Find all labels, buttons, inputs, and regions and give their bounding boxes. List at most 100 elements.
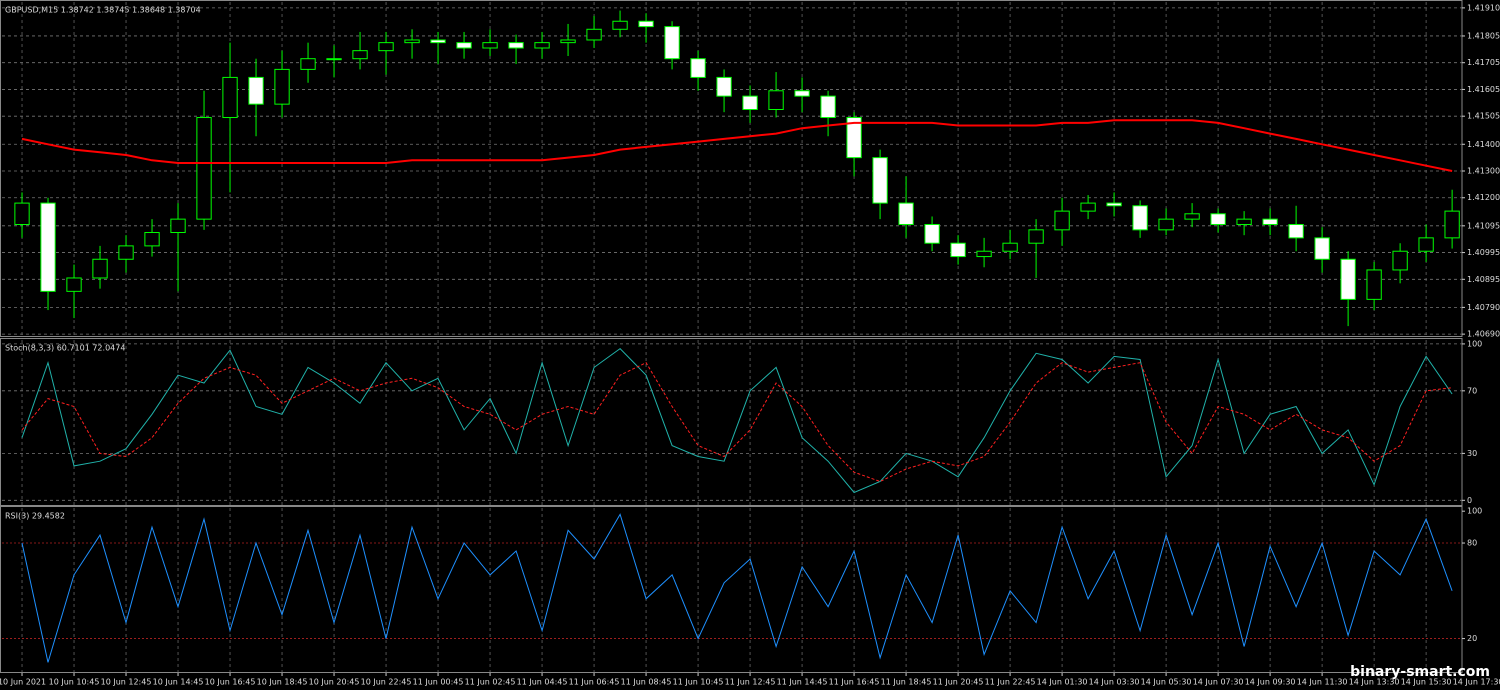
x-tick-label: 10 Jun 10:45: [49, 678, 100, 687]
candle-body: [534, 42, 550, 49]
x-tick-label: 11 Jun 22:45: [985, 678, 1036, 687]
candle-body: [586, 28, 602, 41]
x-tick-label: 11 Jun 04:45: [517, 678, 568, 687]
x-tick-label: 10 Jun 20:45: [309, 678, 360, 687]
y-tick-label: 30: [1467, 449, 1477, 458]
candle-body: [482, 42, 498, 49]
candle-body: [144, 232, 160, 247]
x-tick-label: 14 Jun 09:30: [1245, 678, 1296, 687]
y-tick-label: 1.41505: [1467, 112, 1500, 121]
y-tick-label: 0: [1467, 496, 1472, 505]
x-tick-label: 10 Jun 14:45: [153, 678, 204, 687]
candle-body: [14, 202, 30, 225]
x-tick-label: 11 Jun 02:45: [465, 678, 516, 687]
candle-body: [196, 117, 212, 220]
candle-body: [924, 223, 940, 244]
candle-body: [1210, 213, 1226, 225]
candle-body: [1002, 242, 1018, 252]
x-tick-label: 10 Jun 16:45: [205, 678, 256, 687]
y-tick-label: 1.41300: [1467, 167, 1500, 176]
y-tick-label: 1.41095: [1467, 221, 1500, 230]
y-tick-label: 1.41400: [1467, 140, 1500, 149]
x-tick-label: 11 Jun 14:45: [777, 678, 828, 687]
y-tick-label: 1.41605: [1467, 85, 1500, 94]
watermark: binary-smart.com: [1350, 664, 1490, 680]
candle-body: [1444, 210, 1460, 239]
candle-body: [378, 42, 394, 52]
y-tick-label: 1.40790: [1467, 303, 1500, 312]
candle-body: [612, 20, 628, 30]
candle-body: [1340, 258, 1356, 300]
candle-body: [508, 42, 524, 49]
candle-body: [976, 250, 992, 258]
y-tick-label: 1.40995: [1467, 248, 1500, 257]
x-tick-label: 11 Jun 20:45: [933, 678, 984, 687]
panel-frame: [0, 506, 1463, 673]
candle-body: [846, 117, 862, 159]
x-tick-label: 14 Jun 07:30: [1193, 678, 1244, 687]
candle-body: [66, 277, 82, 292]
y-tick-label: 20: [1467, 634, 1477, 643]
candle-body: [274, 68, 290, 105]
candle-body: [248, 76, 264, 105]
x-tick-label: 10 Jun 22:45: [361, 678, 412, 687]
candle-body: [872, 157, 888, 204]
candle-body: [1132, 205, 1148, 231]
x-tick-label: 10 Jun 12:45: [101, 678, 152, 687]
candle-body: [638, 20, 654, 28]
candle-body: [1314, 237, 1330, 260]
y-tick-label: 1.40895: [1467, 275, 1500, 284]
series-line: [21, 347, 1453, 494]
candle-body: [404, 39, 420, 44]
series-line: [21, 362, 1453, 483]
x-tick-label: 11 Jun 06:45: [569, 678, 620, 687]
y-tick-label: 1.41705: [1467, 58, 1500, 67]
candle-body: [1366, 269, 1382, 300]
x-tick-label: 14 Jun 11:30: [1297, 678, 1348, 687]
candle-body: [1054, 210, 1070, 231]
panel-frame: [0, 0, 1463, 337]
candle-body: [560, 39, 576, 44]
panel-frame: [0, 338, 1463, 506]
x-tick-label: 11 Jun 12:45: [725, 678, 776, 687]
candle-body: [1080, 202, 1096, 212]
x-tick-label: 10 Jun 2021: [0, 678, 46, 687]
candle-body: [794, 90, 810, 97]
x-tick-label: 11 Jun 10:45: [673, 678, 724, 687]
series-line: [21, 119, 1453, 172]
candle-body: [222, 76, 238, 119]
candle-body: [40, 202, 56, 292]
y-tick-label: 1.41910: [1467, 3, 1500, 12]
panel-title: RSI(3) 29.4582: [5, 512, 65, 521]
y-tick-label: 1.41805: [1467, 31, 1500, 40]
x-tick-label: 11 Jun 00:45: [413, 678, 464, 687]
candle-body: [716, 76, 732, 97]
x-tick-label: 11 Jun 18:45: [881, 678, 932, 687]
y-tick-label: 70: [1467, 386, 1477, 395]
candle-body: [1184, 213, 1200, 220]
candle-body: [1392, 250, 1408, 271]
candle-body: [664, 26, 680, 60]
candle-body: [1418, 237, 1434, 252]
candle-body: [430, 39, 446, 44]
candle-body: [1158, 218, 1174, 231]
y-tick-label: 1.40690: [1467, 330, 1500, 339]
y-tick-label: 80: [1467, 539, 1477, 548]
candle-body: [898, 202, 914, 225]
candle-body: [300, 58, 316, 70]
candle-body: [1028, 229, 1044, 244]
x-tick-label: 14 Jun 01:30: [1037, 678, 1088, 687]
candle-body: [1106, 202, 1122, 207]
x-tick-label: 11 Jun 16:45: [829, 678, 880, 687]
x-tick-label: 14 Jun 13:30: [1349, 678, 1400, 687]
candle-body: [326, 58, 342, 61]
candle-body: [92, 258, 108, 279]
panel-title: GBPUSD,M15 1.38742 1.38745 1.38648 1.387…: [5, 6, 201, 15]
candle-body: [456, 42, 472, 49]
candle-body: [742, 95, 758, 111]
candle-body: [118, 245, 134, 260]
candle-body: [1236, 218, 1252, 225]
y-tick-label: 1.41200: [1467, 193, 1500, 202]
panel-title: Stoch(8,3,3) 60.7101 72.0474: [5, 344, 125, 353]
